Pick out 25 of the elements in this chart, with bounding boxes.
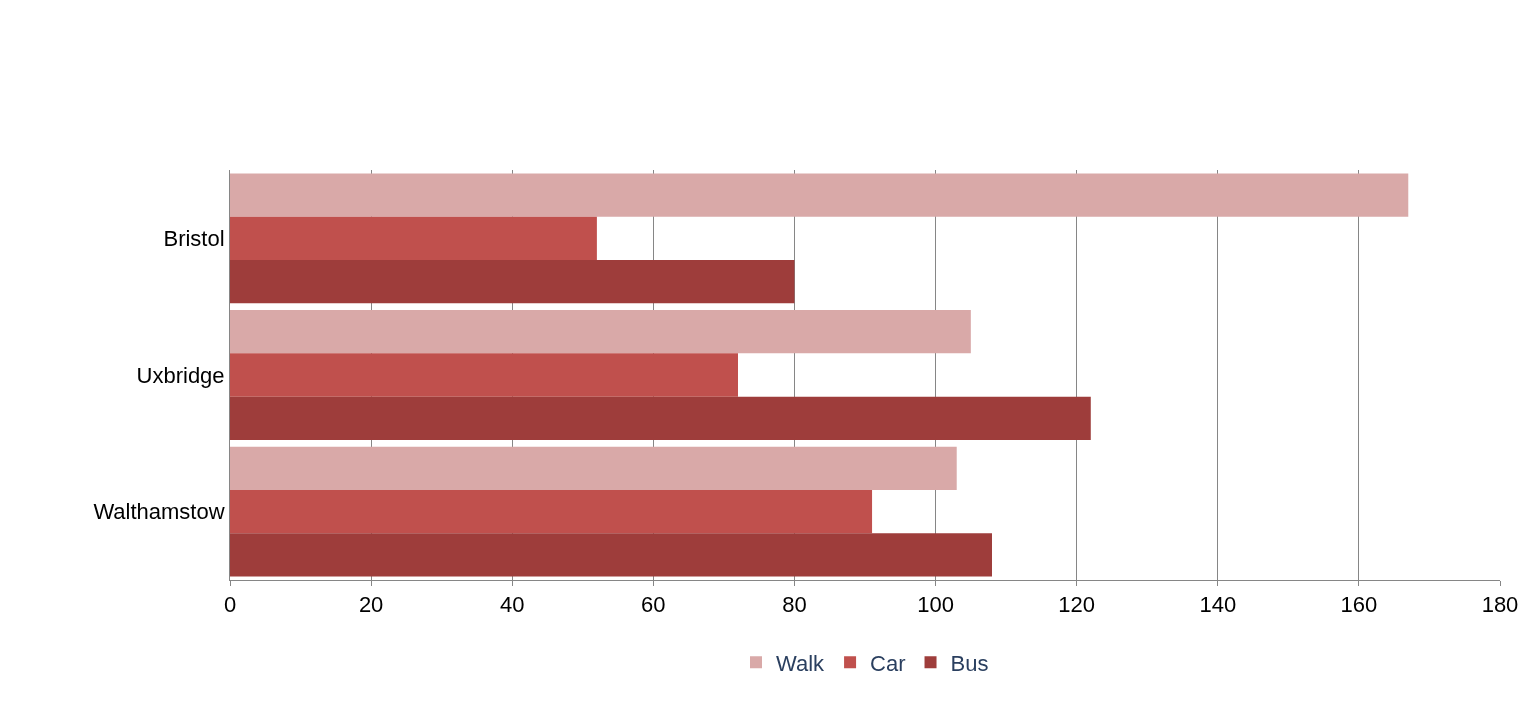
y-tick-label: Uxbridge — [136, 362, 225, 388]
bar — [230, 259, 795, 304]
x-tick-label: 20 — [358, 592, 384, 618]
bar — [230, 533, 992, 577]
x-tick-label: 40 — [499, 592, 525, 618]
x-tick-label: 60 — [641, 592, 666, 618]
legend-label: Car — [870, 650, 906, 676]
bar — [230, 446, 957, 491]
bar — [230, 216, 597, 260]
bar — [230, 490, 873, 534]
x-tick-label: 180 — [1481, 592, 1519, 618]
x-tick-label: 140 — [1199, 592, 1237, 618]
y-tick-label: Bristol — [163, 226, 225, 252]
bar — [230, 353, 738, 397]
x-tick-label: 100 — [917, 592, 954, 618]
legend-label: Bus — [950, 650, 989, 676]
bar — [230, 310, 971, 354]
x-tick-label: 0 — [223, 592, 237, 618]
x-tick-label: 160 — [1340, 592, 1378, 618]
x-tick-label: 120 — [1058, 592, 1096, 618]
legend-label: Walk — [776, 650, 826, 676]
bar — [230, 396, 1091, 440]
x-tick-label: 80 — [782, 592, 807, 618]
bar — [230, 173, 1409, 217]
y-tick-label: Walthamstow — [93, 499, 225, 525]
